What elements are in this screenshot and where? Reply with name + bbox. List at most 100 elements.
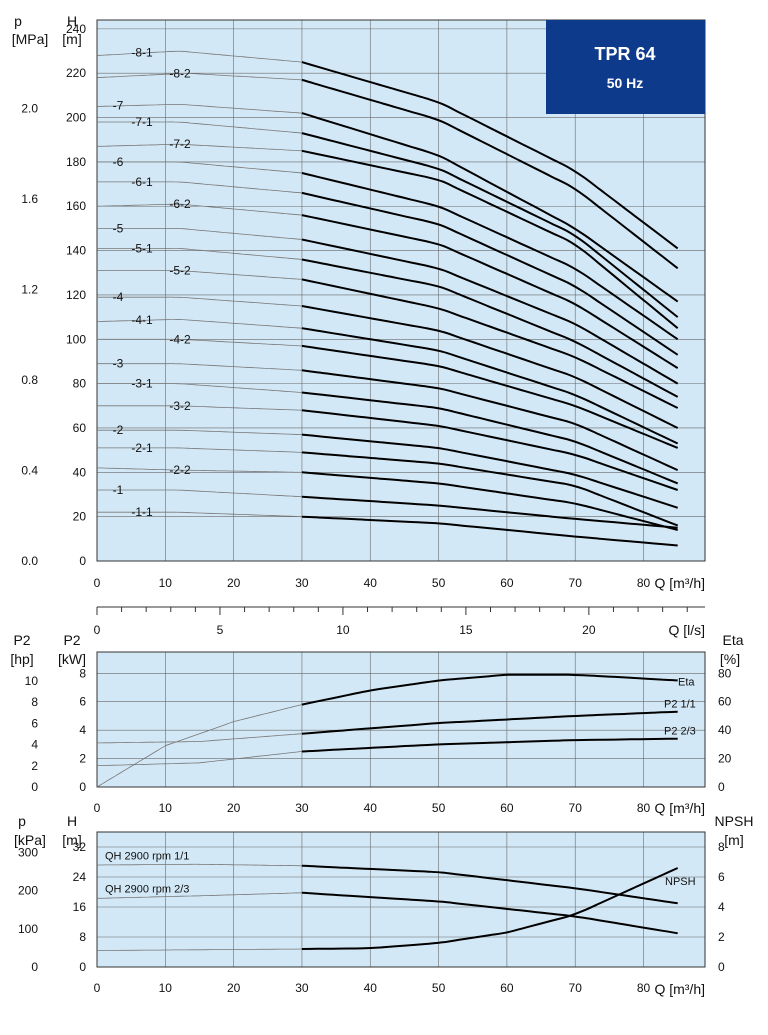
npsh-kpa-tick: 200 bbox=[18, 884, 38, 898]
npsh-x-tick: 20 bbox=[227, 981, 241, 995]
npsh-kpa-unit: [kPa] bbox=[14, 832, 46, 848]
npsh-right-tick: 0 bbox=[718, 960, 725, 974]
power-y-tick: 6 bbox=[79, 695, 86, 709]
head-curve bbox=[301, 278, 679, 409]
power-curve bbox=[301, 737, 678, 753]
badge-subtitle: 50 Hz bbox=[607, 75, 644, 91]
head-curve-thin bbox=[97, 181, 302, 194]
npsh-curve-label: QH 2900 rpm 1/1 bbox=[105, 851, 189, 863]
power-x-tick: 0 bbox=[94, 801, 101, 815]
head-curve bbox=[301, 327, 679, 445]
head-curve-label: -1-1 bbox=[131, 505, 153, 519]
power-x-tick: 30 bbox=[295, 801, 309, 815]
npsh-right-tick: 8 bbox=[718, 840, 725, 854]
head-curve-thin bbox=[96, 72, 302, 81]
head-curve-thin bbox=[97, 489, 302, 498]
head-curve bbox=[301, 191, 679, 356]
npsh-curve bbox=[301, 891, 678, 935]
power-hp-tick: 8 bbox=[31, 695, 38, 709]
npsh-h-label: H bbox=[67, 813, 77, 829]
power-y-tick: 4 bbox=[79, 723, 86, 737]
head-curve-thin bbox=[96, 467, 302, 473]
npsh-h-unit: [m] bbox=[62, 832, 81, 848]
head-y-tick: 220 bbox=[66, 66, 86, 80]
power-curve-label: Eta bbox=[678, 676, 695, 688]
head-curve-label: -6-1 bbox=[131, 175, 153, 189]
npsh-curve bbox=[301, 867, 679, 950]
head-y-tick: 20 bbox=[73, 510, 87, 524]
power-hp-label: P2 bbox=[13, 632, 30, 648]
head-curve bbox=[301, 344, 679, 449]
head-y-tick: 60 bbox=[73, 421, 87, 435]
power-kw-unit: [kW] bbox=[58, 651, 86, 667]
npsh-right-tick: 2 bbox=[718, 930, 725, 944]
power-x-label: Q [m³/h] bbox=[654, 800, 705, 816]
badge-background bbox=[546, 20, 705, 114]
head-y-tick: 200 bbox=[66, 111, 86, 125]
head-p-tick: 0.8 bbox=[21, 373, 38, 387]
npsh-x-tick: 80 bbox=[637, 981, 651, 995]
flow-ls-tick: 10 bbox=[336, 623, 350, 637]
power-x-tick: 70 bbox=[569, 801, 583, 815]
head-curve-label: -2-1 bbox=[131, 441, 153, 455]
head-curve-label: -7 bbox=[113, 99, 124, 113]
head-plot-frame bbox=[96, 19, 706, 562]
head-curve-label: -5-1 bbox=[131, 241, 153, 255]
head-curve bbox=[301, 451, 679, 527]
head-curve bbox=[301, 391, 679, 485]
head-y-tick: 40 bbox=[73, 465, 87, 479]
power-y-tick: 0 bbox=[79, 780, 86, 794]
head-p-label: p bbox=[14, 13, 22, 29]
head-curve bbox=[301, 409, 679, 491]
power-eta-tick: 20 bbox=[718, 752, 732, 766]
head-curve bbox=[301, 471, 678, 531]
badge-title: TPR 64 bbox=[594, 44, 655, 64]
head-curve-thin bbox=[96, 143, 302, 152]
head-curve-label: -3-1 bbox=[131, 377, 153, 391]
power-hp-tick: 4 bbox=[31, 738, 38, 752]
head-curve-label: -4 bbox=[113, 290, 124, 304]
head-curve bbox=[301, 132, 679, 318]
head-curve bbox=[301, 369, 679, 472]
power-curve-thin bbox=[96, 704, 302, 788]
power-hp-tick: 10 bbox=[25, 674, 39, 688]
head-x-tick: 30 bbox=[295, 576, 309, 590]
npsh-curve-label: NPSH bbox=[665, 876, 696, 888]
head-y-tick: 240 bbox=[66, 22, 86, 36]
power-curve-label: P2 1/1 bbox=[664, 699, 696, 711]
npsh-x-tick: 70 bbox=[569, 981, 583, 995]
npsh-x-tick: 10 bbox=[159, 981, 173, 995]
power-hp-unit: [hp] bbox=[10, 651, 33, 667]
head-curve-label: -6 bbox=[113, 155, 124, 169]
npsh-x-tick: 0 bbox=[94, 981, 101, 995]
head-y-tick: 160 bbox=[66, 199, 86, 213]
head-curve-label: -8-1 bbox=[131, 46, 153, 60]
head-curve-thin bbox=[96, 405, 302, 411]
npsh-plot-frame bbox=[96, 831, 706, 968]
power-curve-label: P2 2/3 bbox=[664, 726, 696, 738]
head-y-tick: 0 bbox=[79, 554, 86, 568]
model-badge: TPR 64 50 Hz bbox=[546, 20, 705, 114]
npsh-curve-thin bbox=[96, 863, 302, 867]
head-curve bbox=[301, 112, 679, 303]
power-plot-frame bbox=[96, 651, 706, 788]
head-y-tick: 180 bbox=[66, 155, 86, 169]
power-eta-label: Eta bbox=[722, 632, 743, 648]
npsh-right-tick: 4 bbox=[718, 900, 725, 914]
head-curve-thin bbox=[97, 511, 302, 518]
head-curve-thin bbox=[97, 429, 302, 435]
head-curve bbox=[301, 78, 679, 270]
npsh-x-tick: 40 bbox=[364, 981, 378, 995]
head-curve-label: -5 bbox=[113, 221, 124, 235]
power-eta-tick: 80 bbox=[718, 666, 732, 680]
head-p-tick: 0.4 bbox=[21, 464, 38, 478]
head-curve bbox=[301, 238, 679, 385]
flow-ls-tick: 20 bbox=[582, 623, 596, 637]
power-curve bbox=[301, 710, 678, 735]
npsh-x-tick: 30 bbox=[295, 981, 309, 995]
head-p-tick: 0.0 bbox=[21, 554, 38, 568]
head-x-tick: 40 bbox=[364, 576, 378, 590]
head-h-label: H bbox=[67, 13, 77, 29]
